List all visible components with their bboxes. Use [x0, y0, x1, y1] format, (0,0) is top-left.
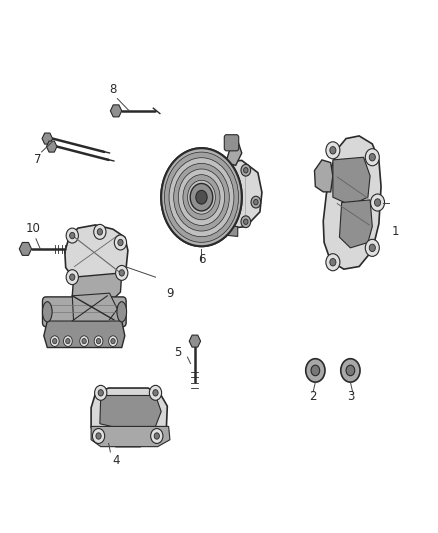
Circle shape — [70, 232, 75, 239]
Circle shape — [114, 235, 127, 250]
Text: 3: 3 — [347, 390, 354, 403]
Circle shape — [149, 385, 162, 400]
Circle shape — [244, 167, 248, 173]
Polygon shape — [72, 293, 117, 321]
Circle shape — [187, 180, 215, 214]
Polygon shape — [214, 224, 238, 237]
Circle shape — [254, 199, 258, 205]
Text: 8: 8 — [110, 83, 117, 96]
Circle shape — [119, 270, 124, 276]
Circle shape — [306, 359, 325, 382]
Circle shape — [164, 152, 239, 243]
Circle shape — [251, 196, 261, 208]
Circle shape — [64, 336, 72, 346]
Circle shape — [96, 338, 101, 344]
Circle shape — [365, 149, 379, 166]
Circle shape — [196, 190, 207, 204]
Circle shape — [153, 390, 158, 396]
Polygon shape — [19, 243, 32, 255]
Circle shape — [151, 429, 163, 443]
Polygon shape — [189, 335, 201, 347]
Circle shape — [192, 186, 211, 208]
Circle shape — [241, 164, 251, 176]
Circle shape — [53, 338, 57, 344]
Text: 1: 1 — [392, 225, 399, 238]
Polygon shape — [205, 160, 262, 229]
Circle shape — [241, 216, 251, 228]
Polygon shape — [333, 157, 370, 205]
Text: 5: 5 — [174, 346, 182, 359]
Circle shape — [94, 336, 103, 346]
Circle shape — [97, 229, 102, 235]
Circle shape — [94, 224, 106, 239]
Polygon shape — [44, 321, 125, 348]
Polygon shape — [314, 160, 333, 192]
FancyBboxPatch shape — [42, 297, 126, 327]
Circle shape — [118, 239, 123, 246]
Circle shape — [96, 433, 101, 439]
Ellipse shape — [42, 302, 52, 322]
Circle shape — [116, 265, 128, 280]
Circle shape — [326, 254, 340, 271]
Polygon shape — [339, 200, 372, 248]
Circle shape — [66, 228, 78, 243]
Circle shape — [174, 164, 229, 231]
Circle shape — [346, 365, 355, 376]
Circle shape — [95, 385, 107, 400]
Circle shape — [190, 183, 213, 211]
Polygon shape — [42, 133, 53, 144]
Circle shape — [196, 190, 207, 204]
Circle shape — [369, 154, 375, 161]
Circle shape — [169, 158, 234, 237]
Polygon shape — [226, 141, 242, 165]
Circle shape — [161, 148, 242, 246]
Circle shape — [326, 142, 340, 159]
Text: 2: 2 — [309, 390, 317, 403]
Polygon shape — [110, 105, 122, 117]
Polygon shape — [91, 388, 167, 447]
Circle shape — [109, 336, 117, 346]
Ellipse shape — [117, 302, 127, 322]
Circle shape — [50, 336, 59, 346]
Polygon shape — [323, 136, 381, 269]
Circle shape — [369, 244, 375, 252]
Circle shape — [80, 336, 88, 346]
Polygon shape — [72, 273, 122, 305]
Circle shape — [98, 390, 103, 396]
Circle shape — [183, 175, 220, 220]
Circle shape — [365, 239, 379, 256]
Circle shape — [371, 194, 385, 211]
Circle shape — [190, 183, 213, 211]
Circle shape — [70, 274, 75, 280]
Circle shape — [154, 433, 159, 439]
Circle shape — [92, 429, 105, 443]
Text: 4: 4 — [112, 454, 120, 467]
Circle shape — [66, 338, 70, 344]
Circle shape — [82, 338, 86, 344]
Circle shape — [244, 219, 248, 224]
Circle shape — [311, 365, 320, 376]
Text: 10: 10 — [25, 222, 40, 235]
Text: 6: 6 — [198, 253, 206, 266]
Circle shape — [161, 148, 242, 246]
Circle shape — [374, 199, 381, 206]
Circle shape — [330, 259, 336, 266]
Circle shape — [111, 338, 115, 344]
Circle shape — [66, 270, 78, 285]
Polygon shape — [91, 426, 170, 447]
Circle shape — [178, 169, 225, 225]
Polygon shape — [46, 141, 57, 152]
Text: 7: 7 — [34, 154, 42, 166]
Polygon shape — [100, 395, 161, 429]
FancyBboxPatch shape — [224, 135, 239, 151]
Circle shape — [341, 359, 360, 382]
Polygon shape — [65, 225, 128, 284]
Text: 9: 9 — [166, 287, 174, 300]
Circle shape — [330, 147, 336, 154]
